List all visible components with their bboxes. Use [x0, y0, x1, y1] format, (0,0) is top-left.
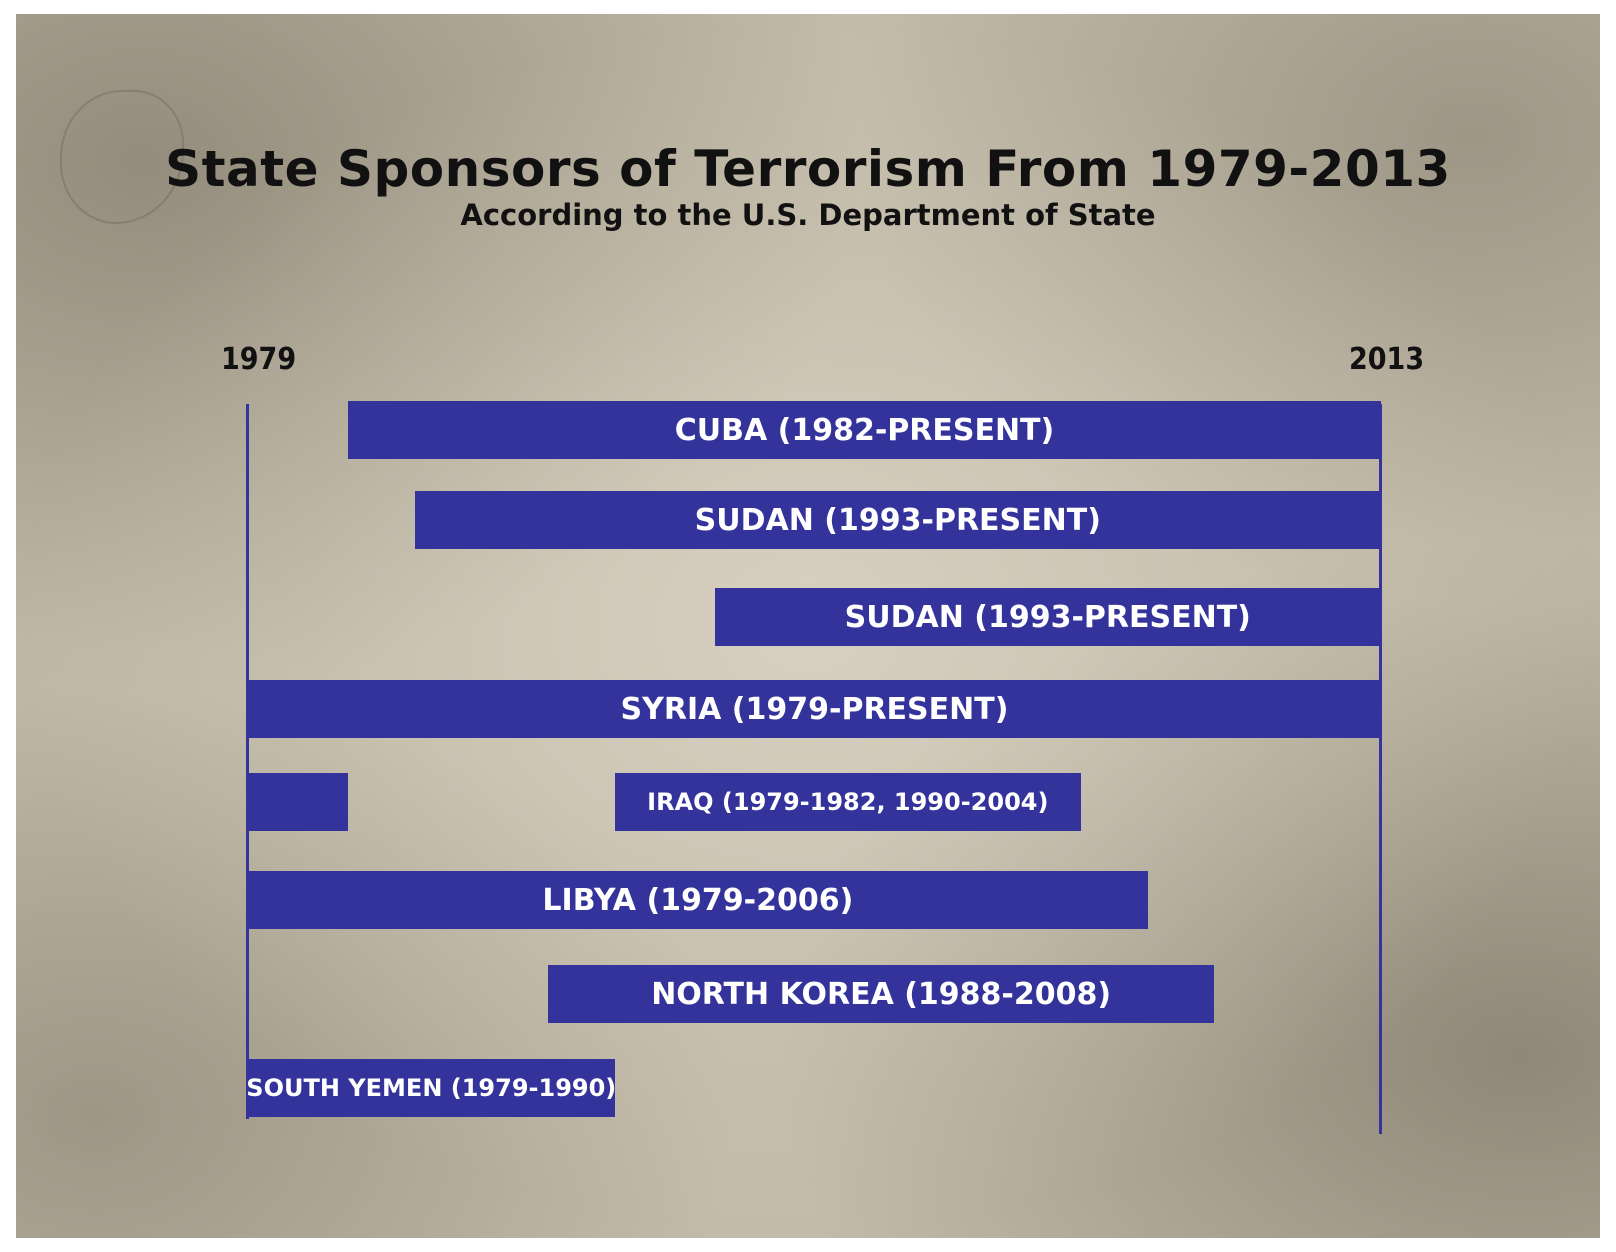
bar-label: CUBA (1982-PRESENT) [674, 412, 1055, 448]
bar-5-segment-2: IRAQ (1979-1982, 1990-2004) [614, 773, 1082, 831]
bar-label: IRAQ (1979-1982, 1990-2004) [647, 788, 1049, 816]
bar-label: SUDAN (1993-PRESENT) [844, 599, 1251, 635]
bar-label: SUDAN (1993-PRESENT) [694, 502, 1101, 538]
bar-3: SUDAN (1993-PRESENT) [714, 588, 1381, 646]
bar-7: NORTH KOREA (1988-2008) [547, 965, 1215, 1023]
bar-label: SOUTH YEMEN (1979-1990) [248, 1074, 615, 1102]
bar-6: LIBYA (1979-2006) [248, 871, 1148, 929]
bar-5-segment-1 [248, 773, 348, 831]
bar-label: LIBYA (1979-2006) [542, 882, 854, 918]
axis-end-label: 2013 [1349, 342, 1425, 377]
paper-stain-decoration [60, 90, 184, 224]
axis-start-line [246, 404, 249, 1119]
bar-8: SOUTH YEMEN (1979-1990) [248, 1059, 615, 1117]
axis-start-label: 1979 [221, 342, 297, 377]
bar-label: SYRIA (1979-PRESENT) [620, 691, 1009, 727]
bar-2: SUDAN (1993-PRESENT) [414, 491, 1381, 549]
bar-4: SYRIA (1979-PRESENT) [248, 680, 1381, 738]
axis-end-line [1379, 404, 1382, 1134]
bar-1: CUBA (1982-PRESENT) [347, 401, 1381, 459]
bar-label: NORTH KOREA (1988-2008) [651, 976, 1112, 1012]
chart-title: State Sponsors of Terrorism From 1979-20… [165, 140, 1451, 198]
chart-subtitle: According to the U.S. Department of Stat… [460, 198, 1156, 232]
